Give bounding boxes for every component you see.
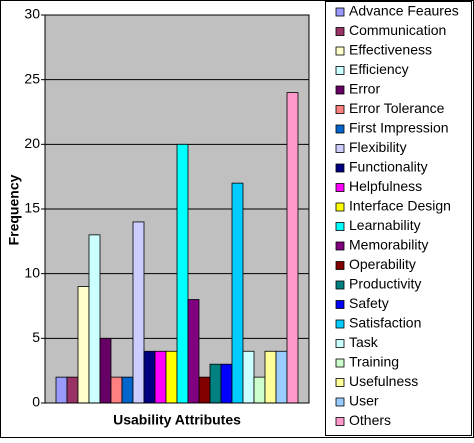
bar	[275, 350, 288, 404]
legend-swatch	[335, 339, 345, 348]
y-tick-label: 0	[32, 394, 40, 410]
legend-label: Effectiveness	[349, 42, 432, 58]
legend-label: Memorability	[349, 237, 428, 253]
bar	[88, 234, 101, 404]
legend-swatch	[335, 202, 345, 212]
legend-label: Advance Feaures	[349, 3, 459, 19]
bar	[242, 350, 255, 404]
bar	[165, 350, 178, 404]
bar	[77, 286, 90, 404]
bar	[143, 350, 156, 404]
legend-label: Interface Design	[349, 198, 451, 214]
legend-label: Efficiency	[349, 61, 409, 77]
legend-label: Productivity	[349, 276, 421, 292]
legend-label: Safety	[349, 295, 389, 311]
legend-swatch	[335, 358, 345, 368]
legend-label: Error	[349, 81, 380, 97]
legend-swatch	[335, 261, 345, 270]
plot-border	[44, 14, 310, 404]
legend-swatch	[335, 144, 345, 153]
legend-label: Satisfaction	[349, 315, 421, 331]
bar	[110, 376, 123, 404]
legend-label: Learnability	[349, 217, 421, 233]
bar	[187, 299, 200, 404]
legend-swatch	[335, 280, 345, 290]
legend-label: Functionality	[349, 159, 428, 175]
legend-swatch	[335, 46, 345, 56]
legend-swatch	[335, 183, 345, 192]
legend-label: Helpfulness	[349, 178, 422, 194]
legend-label: Usefulness	[349, 373, 418, 389]
y-tick-label: 10	[24, 264, 40, 280]
bar	[121, 376, 134, 404]
legend-label: Error Tolerance	[349, 100, 445, 116]
legend-label: User	[349, 393, 379, 409]
y-tick-label: 5	[32, 329, 40, 345]
bar	[66, 376, 79, 404]
legend-swatch	[335, 319, 345, 329]
bar	[198, 376, 211, 404]
bar	[253, 376, 266, 404]
bar	[99, 337, 112, 404]
y-tick-label: 30	[24, 6, 40, 22]
y-tick-label: 20	[24, 135, 40, 151]
legend-swatch	[335, 417, 345, 426]
legend-label: Training	[349, 354, 399, 370]
bar	[154, 350, 167, 404]
legend-label: Communication	[349, 22, 446, 38]
y-tick-label: 25	[24, 70, 40, 86]
bar	[231, 182, 244, 404]
legend-swatch	[335, 124, 345, 134]
legend-swatch	[335, 300, 345, 309]
bar	[176, 143, 189, 404]
legend-label: First Impression	[349, 120, 449, 136]
legend-box	[325, 1, 472, 436]
legend-label: Others	[349, 412, 391, 428]
legend-swatch	[335, 222, 345, 231]
bar	[286, 92, 299, 404]
legend-label: Operability	[349, 256, 416, 272]
legend-swatch	[335, 397, 345, 407]
legend-swatch	[335, 85, 345, 95]
y-axis-label: Frequency	[6, 174, 22, 245]
legend-swatch	[335, 163, 345, 173]
legend-swatch	[335, 378, 345, 387]
bar	[209, 363, 222, 404]
legend-swatch	[335, 66, 345, 75]
bar	[132, 221, 145, 404]
bar	[220, 363, 233, 404]
legend-swatch	[335, 27, 345, 36]
bar	[264, 350, 277, 404]
legend-swatch	[335, 241, 345, 251]
y-tick-label: 15	[24, 200, 40, 216]
legend-label: Task	[349, 334, 379, 350]
bar	[55, 376, 68, 404]
x-axis-label: Usability Attributes	[113, 412, 241, 428]
legend-swatch	[335, 7, 345, 17]
legend-label: Flexibility	[349, 139, 407, 155]
legend-swatch	[335, 105, 345, 114]
